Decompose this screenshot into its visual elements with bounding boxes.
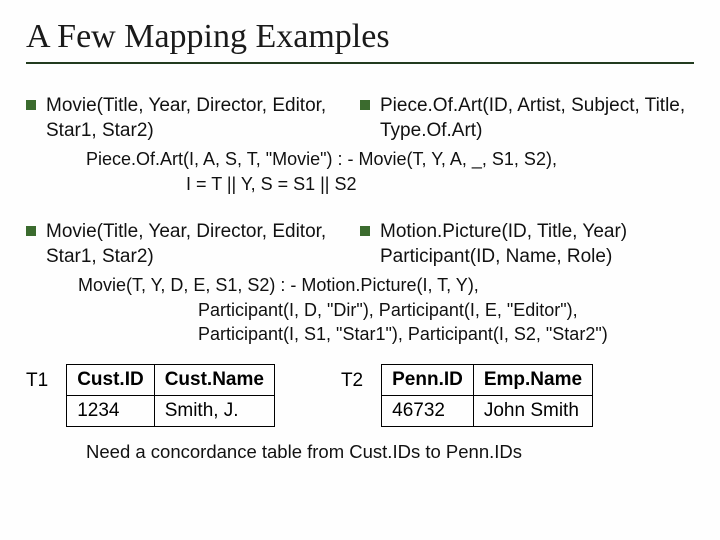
rule-1-line-2: I = T || Y, S = S1 || S2	[186, 172, 694, 196]
bullet-icon	[360, 100, 370, 110]
mapping-2-left-text: Movie(Title, Year, Director, Editor, Sta…	[46, 220, 360, 269]
rule-2-line-3: Participant(I, S1, "Star1"), Participant…	[198, 322, 694, 346]
mapping-1-right-text: Piece.Of.Art(ID, Artist, Subject, Title,…	[380, 94, 694, 143]
mapping-2-left: Movie(Title, Year, Director, Editor, Sta…	[26, 220, 360, 269]
t1-col-0: Cust.ID	[67, 365, 155, 396]
table-row: 1234 Smith, J.	[67, 396, 275, 427]
rule-2-line-1: Movie(T, Y, D, E, S1, S2) : - Motion.Pic…	[78, 273, 694, 297]
footnote: Need a concordance table from Cust.IDs t…	[86, 441, 694, 463]
t1-label: T1	[26, 364, 48, 392]
bullet-icon	[26, 226, 36, 236]
mapping-2-right-text: Motion.Picture(ID, Title, Year) Particip…	[380, 220, 694, 269]
mapping-1-right: Piece.Of.Art(ID, Artist, Subject, Title,…	[360, 94, 694, 143]
tables-row: T1 Cust.ID Cust.Name 1234 Smith, J. T2 P…	[26, 364, 694, 427]
rule-block-1: Piece.Of.Art(I, A, S, T, "Movie") : - Mo…	[86, 147, 694, 196]
slide-root: A Few Mapping Examples Movie(Title, Year…	[0, 0, 720, 540]
rule-1-line-1: Piece.Of.Art(I, A, S, T, "Movie") : - Mo…	[86, 147, 694, 171]
mapping-row-2: Movie(Title, Year, Director, Editor, Sta…	[26, 220, 694, 269]
t2-col-1: Emp.Name	[473, 365, 592, 396]
t2-label: T2	[341, 364, 363, 392]
mapping-row-1: Movie(Title, Year, Director, Editor, Sta…	[26, 94, 694, 143]
rule-block-2: Movie(T, Y, D, E, S1, S2) : - Motion.Pic…	[78, 273, 694, 346]
table-t2: Penn.ID Emp.Name 46732 John Smith	[381, 364, 593, 427]
rule-2-line-2: Participant(I, D, "Dir"), Participant(I,…	[198, 298, 694, 322]
t2-cell-0-0: 46732	[382, 396, 474, 427]
mapping-2-right: Motion.Picture(ID, Title, Year) Particip…	[360, 220, 694, 269]
slide-title: A Few Mapping Examples	[26, 18, 694, 64]
t1-col-1: Cust.Name	[154, 365, 274, 396]
table-row: Penn.ID Emp.Name	[382, 365, 593, 396]
t2-cell-0-1: John Smith	[473, 396, 592, 427]
t1-cell-0-1: Smith, J.	[154, 396, 274, 427]
bullet-icon	[360, 226, 370, 236]
table-row: 46732 John Smith	[382, 396, 593, 427]
t1-cell-0-0: 1234	[67, 396, 155, 427]
mapping-1-left-text: Movie(Title, Year, Director, Editor, Sta…	[46, 94, 360, 143]
bullet-icon	[26, 100, 36, 110]
mapping-1-left: Movie(Title, Year, Director, Editor, Sta…	[26, 94, 360, 143]
table-t1: Cust.ID Cust.Name 1234 Smith, J.	[66, 364, 275, 427]
table-row: Cust.ID Cust.Name	[67, 365, 275, 396]
t2-col-0: Penn.ID	[382, 365, 474, 396]
